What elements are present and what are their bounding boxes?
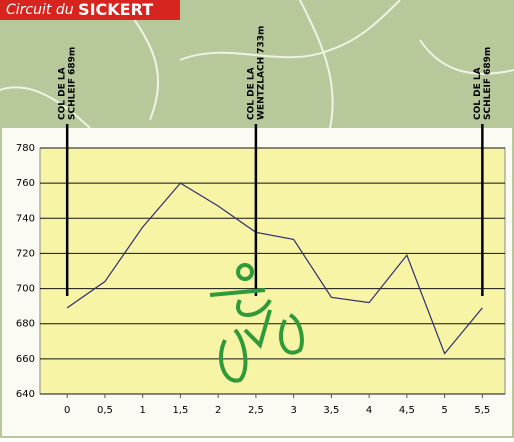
x-tick-label: 3 bbox=[290, 405, 296, 416]
x-tick-label: 2,5 bbox=[248, 405, 264, 416]
x-tick-label: 0,5 bbox=[97, 405, 113, 416]
annotation-text: SCHLEIF 689m bbox=[483, 47, 493, 120]
annotation-text: WENTZLACH 733m bbox=[256, 26, 266, 120]
annotation-text: COL DE LA bbox=[473, 67, 483, 120]
y-tick-label: 680 bbox=[16, 319, 35, 330]
y-tick-label: 720 bbox=[16, 248, 35, 259]
title: Circuit du SICKERT bbox=[6, 0, 153, 19]
plot-area bbox=[40, 148, 505, 394]
y-tick-label: 640 bbox=[16, 389, 35, 400]
title-name: SICKERT bbox=[78, 0, 153, 19]
y-tick-label: 700 bbox=[16, 284, 35, 295]
x-tick-label: 2 bbox=[215, 405, 221, 416]
x-tick-label: 4 bbox=[366, 405, 372, 416]
annotation-text: COL DE LA bbox=[58, 67, 68, 120]
x-tick-label: 5 bbox=[441, 405, 447, 416]
annotation-text: SCHLEIF 689m bbox=[68, 47, 78, 120]
y-tick-label: 780 bbox=[16, 143, 35, 154]
y-tick-label: 660 bbox=[16, 354, 35, 365]
x-tick-label: 1 bbox=[139, 405, 145, 416]
x-tick-label: 4,5 bbox=[399, 405, 415, 416]
annotation-text: COL DE LA bbox=[246, 67, 256, 120]
y-tick-label: 740 bbox=[16, 213, 35, 224]
y-tick-label: 760 bbox=[16, 178, 35, 189]
x-tick-label: 1,5 bbox=[172, 405, 188, 416]
x-tick-label: 0 bbox=[64, 405, 70, 416]
chart: Circuit du SICKERT 640 660 680 700 720 740 760… bbox=[0, 0, 514, 438]
x-tick-label: 5,5 bbox=[474, 405, 490, 416]
title-lead: Circuit du bbox=[6, 2, 74, 18]
x-tick-label: 3,5 bbox=[323, 405, 339, 416]
